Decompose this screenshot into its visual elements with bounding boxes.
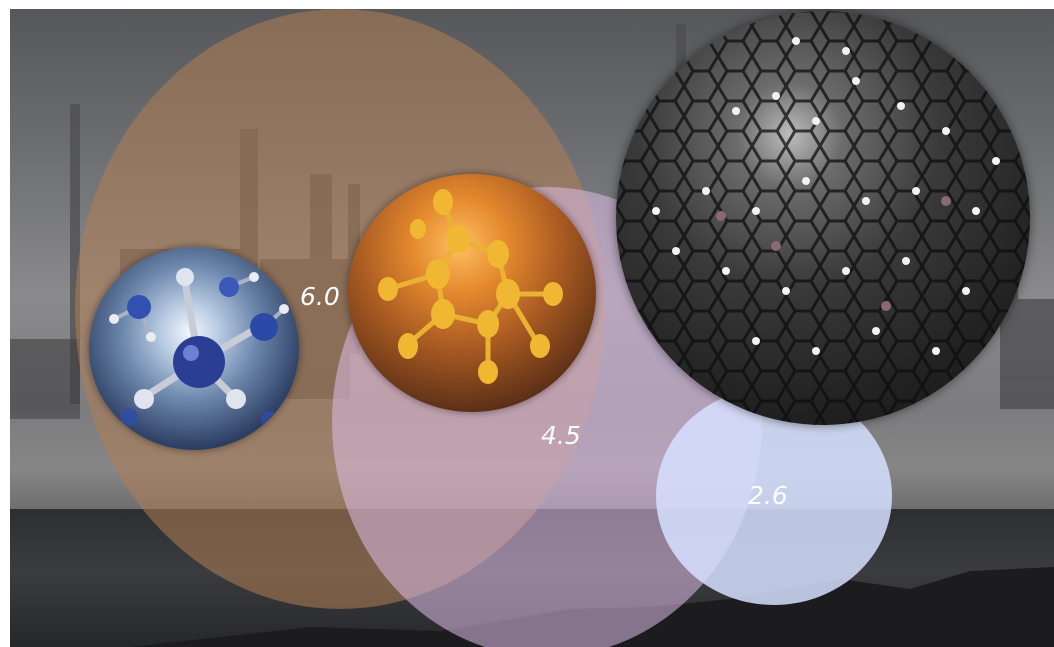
molecule-blue-sphere-icon bbox=[89, 247, 299, 450]
value-label-blue-sphere: 6.0 bbox=[300, 282, 340, 311]
value-label-dark-sphere: 2.6 bbox=[748, 481, 788, 510]
molecule-amber-sphere-icon bbox=[348, 174, 596, 412]
industrial-background: 6.0 4.5 2.6 bbox=[10, 9, 1054, 647]
blue-molecule-model bbox=[109, 268, 289, 427]
value-label-amber-sphere: 4.5 bbox=[541, 421, 581, 450]
amber-molecule-model bbox=[378, 189, 563, 384]
graphene-network-model bbox=[616, 11, 1030, 425]
molecule-dark-sphere-icon bbox=[616, 11, 1030, 425]
